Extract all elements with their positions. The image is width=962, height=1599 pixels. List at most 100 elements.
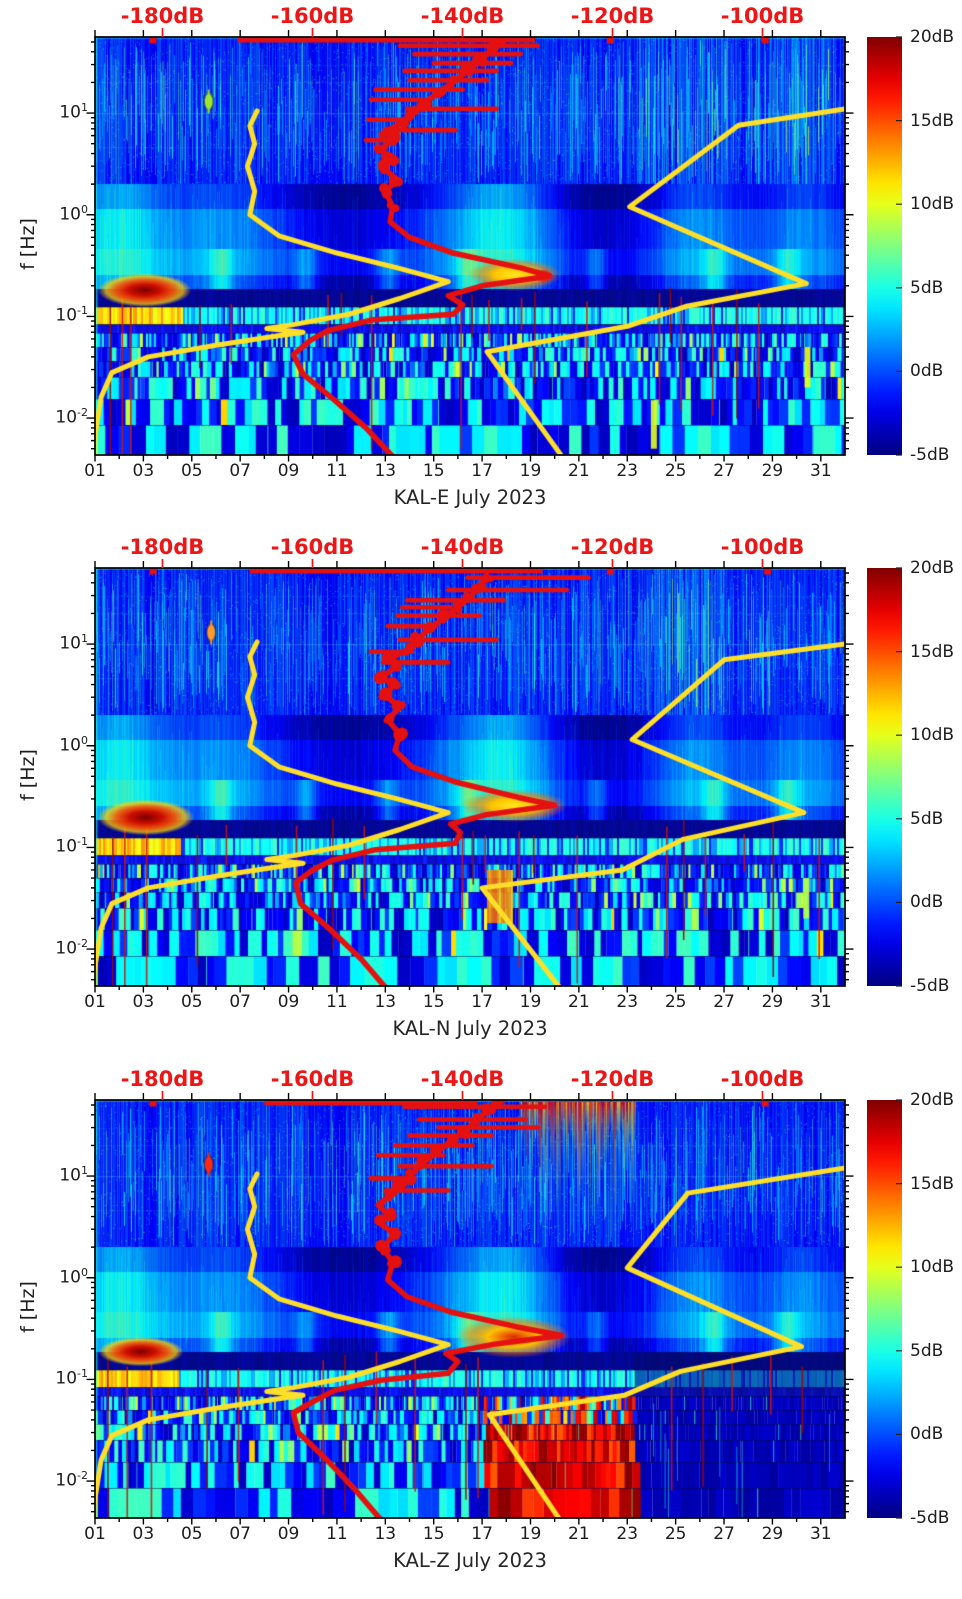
- colorbar-label: 20dB: [910, 1090, 955, 1110]
- top-axis-label: -100dB: [720, 535, 805, 559]
- colorbar-label: 20dB: [910, 27, 955, 47]
- panel-title: KAL-Z July 2023: [393, 1549, 547, 1572]
- spectrogram-panel-kal-z: -180dB -160dB -140dB -120dB -100dB f [Hz…: [0, 1067, 962, 1572]
- x-tick-label: 15: [422, 992, 445, 1012]
- colorbar-label: 15dB: [910, 110, 955, 131]
- x-tick-label: 17: [471, 1524, 493, 1544]
- x-tick-label: 13: [374, 1524, 397, 1544]
- x-tick-label: 11: [326, 1524, 348, 1544]
- spectrogram-canvas: [95, 37, 845, 455]
- x-tick-label: 15: [422, 461, 445, 481]
- x-tick-label: 15: [422, 1524, 445, 1544]
- x-tick-label: 19: [519, 1524, 542, 1544]
- top-axis-label: -100dB: [720, 1067, 805, 1091]
- x-tick-label: 21: [568, 1524, 590, 1544]
- x-tick-label: 21: [568, 461, 590, 481]
- x-tick-label: 09: [277, 992, 300, 1012]
- x-tick-label: 25: [664, 461, 687, 481]
- colorbar: [867, 37, 902, 455]
- colorbar-label: 20dB: [910, 558, 955, 578]
- x-tick-label: 05: [180, 461, 203, 481]
- spectrogram-canvas: [95, 1100, 845, 1518]
- colorbar-label: 10dB: [910, 194, 955, 215]
- colorbar-label: 15dB: [910, 641, 955, 662]
- x-tick-label: 23: [616, 992, 639, 1012]
- y-tick-label: 10-1: [55, 1367, 88, 1390]
- x-tick-label: 25: [664, 1524, 687, 1544]
- x-tick-label: 25: [664, 992, 687, 1012]
- spectrogram-panel-kal-n: -180dB -160dB -140dB -120dB -100dB f [Hz…: [0, 535, 962, 1040]
- colorbar-label: 0dB: [910, 1424, 944, 1445]
- x-tick-label: 31: [809, 461, 832, 481]
- x-tick-label: 01: [84, 461, 106, 481]
- colorbar-label: -5dB: [910, 1508, 950, 1528]
- x-tick-label: 01: [84, 992, 106, 1012]
- colorbar: [867, 568, 902, 986]
- x-tick-label: 07: [229, 1524, 251, 1544]
- top-axis-label: -120dB: [570, 1067, 655, 1091]
- panel-title: KAL-E July 2023: [393, 486, 547, 509]
- x-tick-label: 29: [761, 461, 784, 481]
- x-tick-label: 11: [326, 992, 348, 1012]
- x-tick-label: 29: [761, 1524, 784, 1544]
- x-tick-label: 17: [471, 992, 493, 1012]
- x-tick-label: 31: [809, 992, 832, 1012]
- colorbar-label: -5dB: [910, 445, 950, 465]
- top-axis-label: -180dB: [120, 535, 205, 559]
- x-tick-label: 27: [713, 461, 735, 481]
- x-tick-label: 05: [180, 1524, 203, 1544]
- top-axis-label: -180dB: [120, 1067, 205, 1091]
- y-tick-label: 100: [59, 202, 88, 225]
- spectrogram-canvas: [95, 568, 845, 986]
- x-tick-label: 23: [616, 1524, 639, 1544]
- x-tick-label: 05: [180, 992, 203, 1012]
- y-tick-label: 101: [59, 101, 88, 123]
- x-tick-label: 01: [84, 1524, 106, 1544]
- x-tick-label: 17: [471, 461, 493, 481]
- x-tick-label: 27: [713, 992, 735, 1012]
- x-tick-label: 19: [519, 992, 542, 1012]
- colorbar-label: -5dB: [910, 976, 950, 996]
- top-axis-label: -120dB: [570, 535, 655, 559]
- colorbar-label: 5dB: [910, 1340, 944, 1361]
- x-tick-label: 27: [713, 1524, 735, 1544]
- x-tick-label: 09: [277, 461, 300, 481]
- y-tick-label: 10-2: [55, 406, 88, 428]
- x-tick-label: 21: [568, 992, 590, 1012]
- top-axis-label: -120dB: [570, 4, 655, 28]
- y-tick-label: 10-2: [55, 937, 88, 959]
- x-tick-label: 03: [132, 461, 155, 481]
- y-tick-label: 100: [59, 1265, 88, 1288]
- top-axis-label: -100dB: [720, 4, 805, 28]
- top-axis-label: -160dB: [270, 535, 355, 559]
- x-tick-label: 09: [277, 1524, 300, 1544]
- x-tick-label: 19: [519, 461, 542, 481]
- top-axis-label: -140dB: [420, 1067, 505, 1091]
- y-tick-label: 100: [59, 733, 88, 756]
- y-tick-label: 10-1: [55, 835, 88, 858]
- panel-title: KAL-N July 2023: [392, 1017, 548, 1040]
- colorbar-label: 15dB: [910, 1173, 955, 1194]
- x-tick-label: 29: [761, 992, 784, 1012]
- top-axis-label: -140dB: [420, 4, 505, 28]
- y-tick-label: 101: [59, 632, 88, 654]
- x-tick-label: 31: [809, 1524, 832, 1544]
- colorbar-label: 10dB: [910, 1257, 955, 1278]
- spectrogram-panel-kal-e: -180dB -160dB -140dB -120dB -100dB f [Hz…: [0, 4, 962, 509]
- x-tick-label: 03: [132, 992, 155, 1012]
- top-axis-label: -140dB: [420, 535, 505, 559]
- x-tick-label: 07: [229, 461, 251, 481]
- x-tick-label: 07: [229, 992, 251, 1012]
- colorbar-label: 0dB: [910, 892, 944, 913]
- top-axis-label: -180dB: [120, 4, 205, 28]
- x-tick-label: 13: [374, 461, 397, 481]
- y-tick-label: 101: [59, 1164, 88, 1186]
- colorbar-label: 0dB: [910, 361, 944, 382]
- x-tick-label: 03: [132, 1524, 155, 1544]
- top-axis-label: -160dB: [270, 1067, 355, 1091]
- y-tick-label: 10-2: [55, 1469, 88, 1491]
- x-tick-label: 11: [326, 461, 348, 481]
- colorbar: [867, 1100, 902, 1518]
- colorbar-label: 5dB: [910, 808, 944, 829]
